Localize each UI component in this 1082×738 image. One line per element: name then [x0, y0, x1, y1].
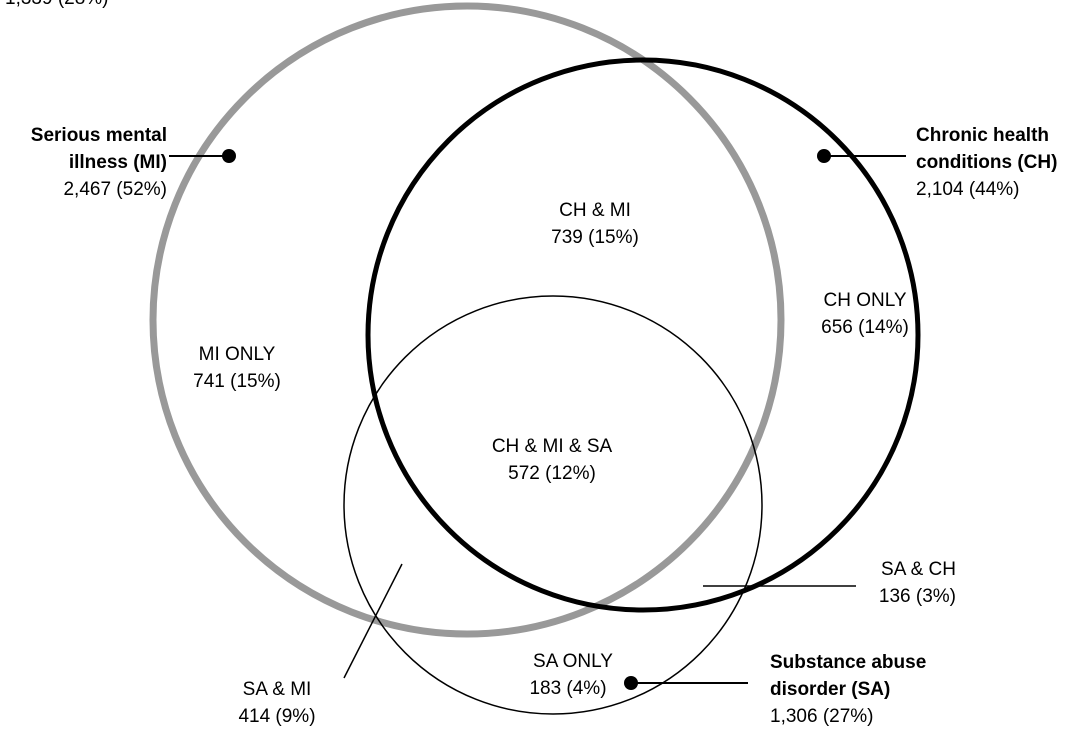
region-ch-only-label: CH ONLY	[823, 290, 906, 311]
ch-title-line2: conditions (CH)	[916, 152, 1057, 173]
leader-dot-sa	[624, 676, 638, 690]
ch-count: 2,104 (44%)	[916, 179, 1020, 200]
circle-mi	[149, 2, 785, 638]
leader-dot-mi	[222, 149, 236, 163]
top-cut-label: 1,339 (28%)	[5, 0, 109, 9]
sa-count: 1,306 (27%)	[770, 706, 874, 727]
region-sa-only-label: SA ONLY	[533, 651, 613, 672]
mi-title-line1: Serious mental	[31, 125, 167, 146]
region-mi-only-label: MI ONLY	[199, 344, 276, 365]
sa-title-line2: disorder (SA)	[770, 679, 890, 700]
leader-dot-ch	[817, 149, 831, 163]
mi-title-line2: illness (MI)	[69, 152, 167, 173]
region-sa-mi-count: 414 (9%)	[238, 706, 315, 727]
region-ch-mi-sa-label: CH & MI & SA	[492, 436, 613, 457]
region-sa-ch-count: 136 (3%)	[879, 586, 956, 607]
region-ch-mi-label: CH & MI	[559, 200, 631, 221]
region-sa-only-count: 183 (4%)	[529, 678, 606, 699]
mi-count: 2,467 (52%)	[63, 179, 167, 200]
region-sa-mi-label: SA & MI	[243, 679, 312, 700]
sa-title-line1: Substance abuse	[770, 652, 926, 673]
region-ch-only-count: 656 (14%)	[821, 317, 909, 338]
region-ch-mi-sa-count: 572 (12%)	[508, 463, 596, 484]
ch-title-line1: Chronic health	[916, 125, 1049, 146]
region-mi-only-count: 741 (15%)	[193, 371, 281, 392]
circle-ch	[365, 57, 921, 613]
leader-sa-mi	[343, 563, 403, 679]
region-sa-ch-label: SA & CH	[881, 559, 956, 580]
circle-sa	[343, 295, 763, 715]
region-ch-mi-count: 739 (15%)	[551, 227, 639, 248]
